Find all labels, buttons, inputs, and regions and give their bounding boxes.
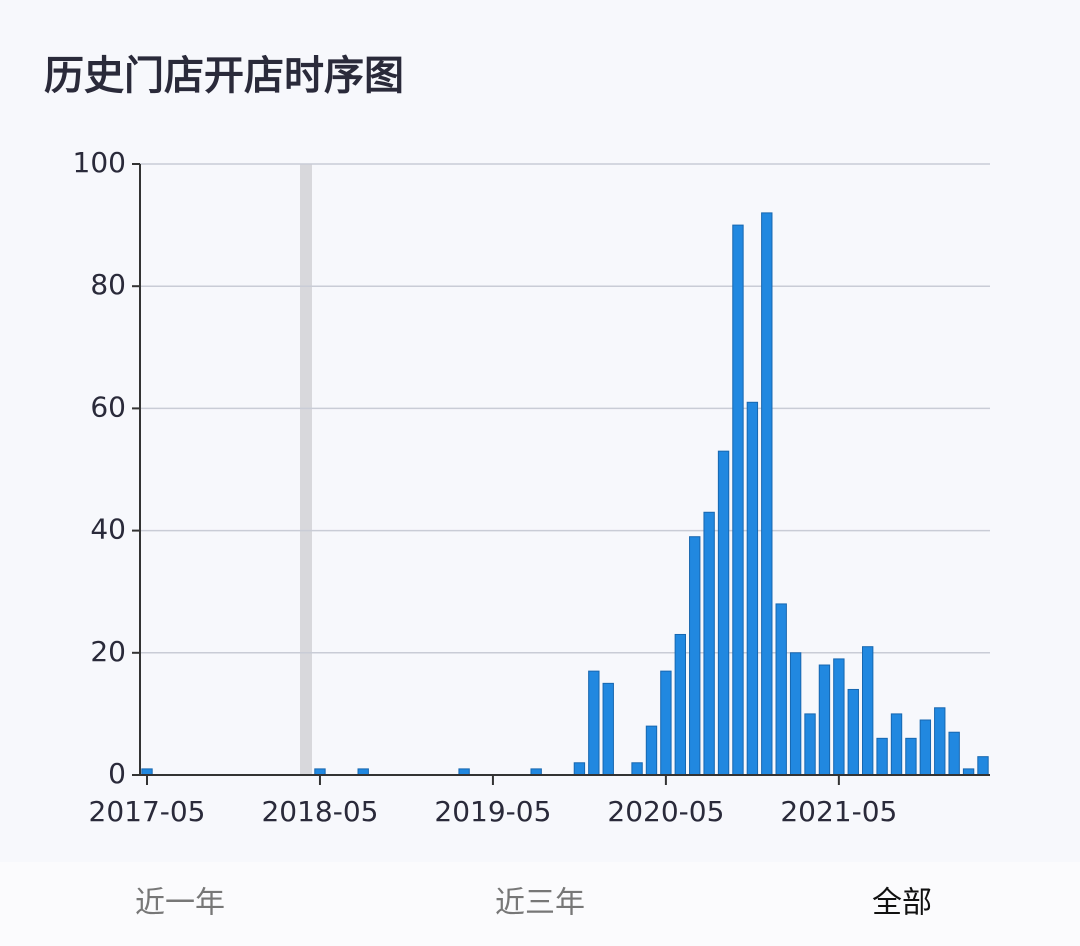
bar — [862, 646, 874, 776]
bar — [775, 603, 787, 776]
x-tick-label: 2018-05 — [261, 795, 378, 828]
bar — [905, 737, 917, 776]
hover-cursor — [300, 164, 312, 775]
bar — [789, 652, 802, 776]
bar — [717, 450, 730, 776]
bar — [689, 536, 701, 776]
bar — [732, 224, 744, 776]
bar — [703, 511, 715, 776]
bar — [833, 658, 845, 776]
y-tick-label: 0 — [108, 757, 126, 790]
bar — [804, 713, 816, 776]
chart-title: 历史门店开店时序图 — [44, 53, 404, 99]
y-tick-label: 40 — [90, 513, 126, 546]
y-tick-label: 60 — [90, 390, 126, 423]
range-button[interactable]: 近一年 — [135, 886, 225, 921]
bar — [948, 731, 960, 776]
bar — [847, 688, 859, 776]
bar — [919, 719, 932, 776]
range-button[interactable]: 近三年 — [495, 886, 585, 921]
bar — [573, 762, 586, 776]
bar — [631, 762, 643, 776]
x-tick-label: 2019-05 — [434, 795, 551, 828]
y-tick-label: 20 — [90, 635, 126, 668]
x-tick-label: 2021-05 — [780, 795, 897, 828]
y-tick-label: 100 — [73, 146, 126, 179]
bar — [818, 664, 831, 776]
y-tick-label: 80 — [90, 268, 126, 301]
bar — [660, 670, 672, 776]
bar — [761, 212, 773, 776]
bar — [588, 670, 600, 776]
bar — [746, 401, 759, 776]
button-bar — [0, 862, 1080, 946]
bar — [977, 756, 989, 776]
bar — [645, 725, 658, 776]
x-tick-label: 2017-05 — [89, 795, 206, 828]
range-button[interactable]: 全部 — [872, 886, 932, 921]
x-tick-label: 2020-05 — [607, 795, 724, 828]
bar — [934, 707, 946, 776]
bar — [602, 682, 614, 776]
bar — [674, 633, 686, 776]
bar — [890, 713, 903, 776]
bar — [876, 737, 888, 776]
